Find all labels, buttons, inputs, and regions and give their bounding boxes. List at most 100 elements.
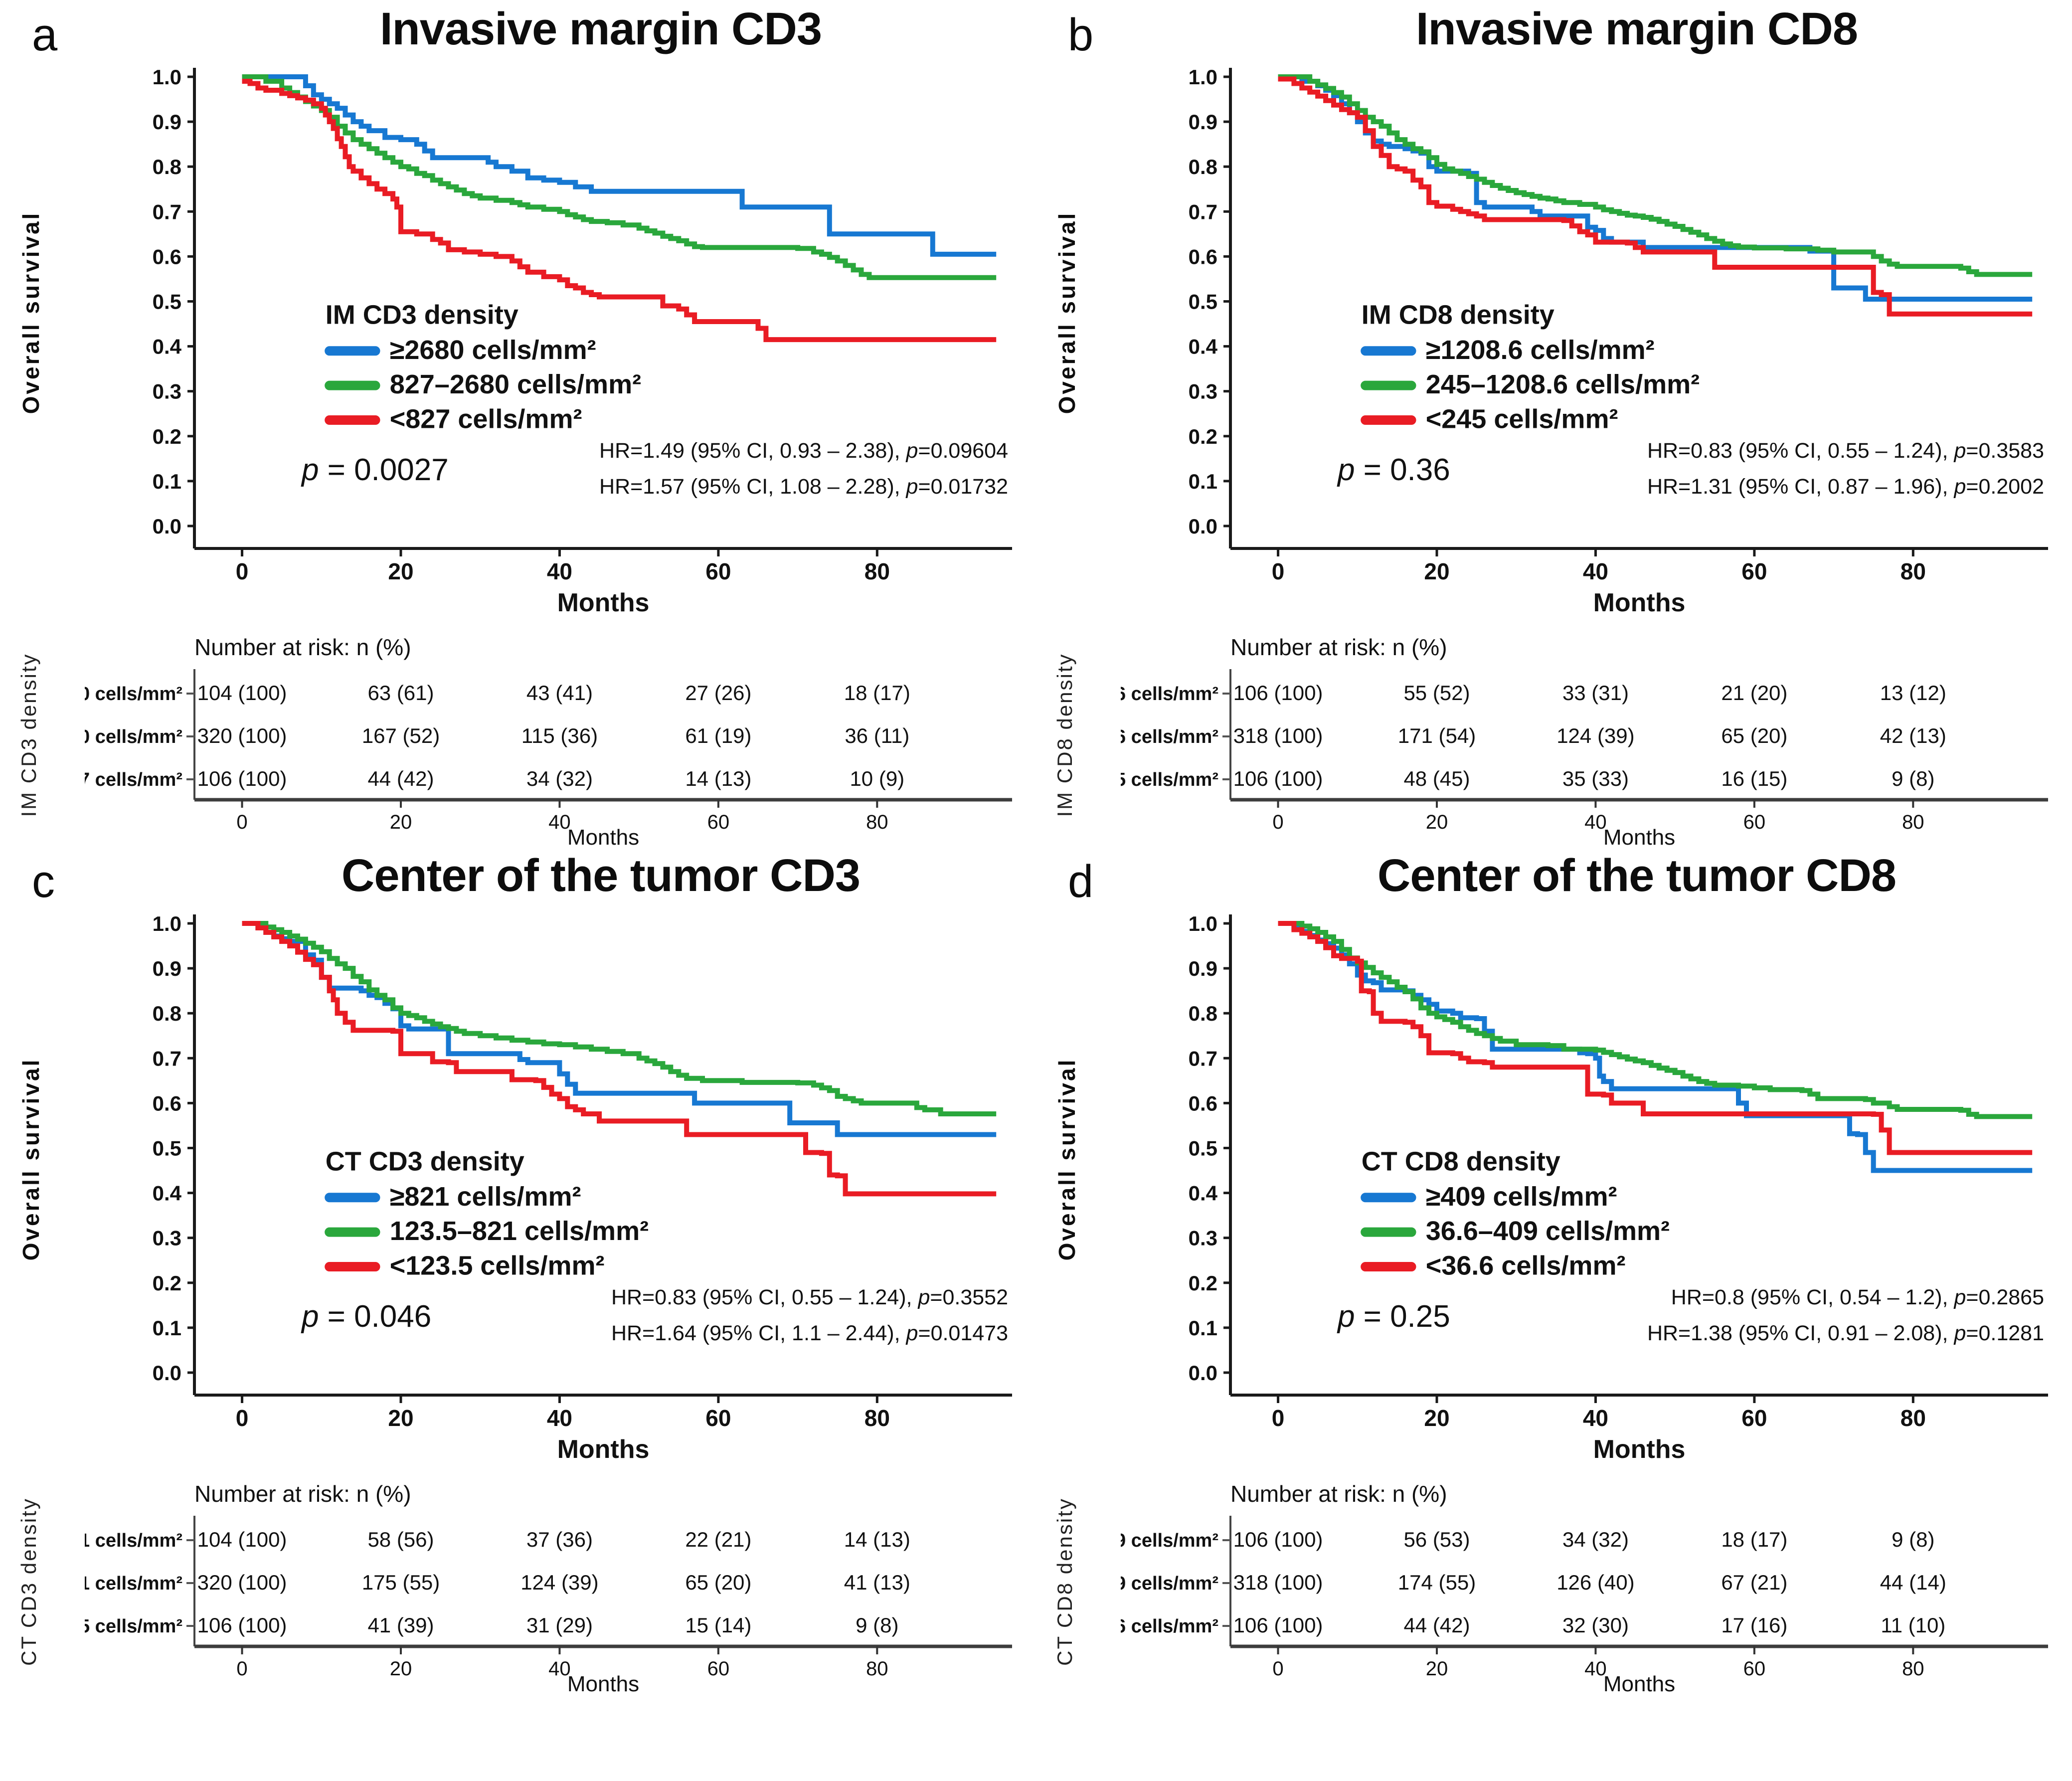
risk-x-tick-label: 0 [236, 811, 247, 833]
risk-count-cell: 10 (9) [850, 767, 904, 790]
y-tick-label: 0.0 [153, 515, 181, 538]
risk-x-tick-label: 80 [866, 811, 888, 833]
risk-count-cell: 320 (100) [197, 724, 287, 747]
risk-row-label: 36.6–409 cells/mm² [1121, 1573, 1218, 1594]
risk-count-cell: 126 (40) [1556, 1571, 1634, 1594]
risk-row-label: <123.5 cells/mm² [85, 1616, 182, 1637]
text-run: =0.2865 [1966, 1285, 2044, 1309]
risk-table-axis-label: CT CD3 density [17, 1497, 40, 1666]
y-tick-label: 0.8 [153, 155, 181, 178]
risk-x-tick-label: 40 [548, 811, 571, 833]
risk-x-tick-label: 0 [236, 1658, 247, 1680]
risk-row-label: 827–2680 cells/mm² [85, 726, 182, 747]
km-plot: 1.0 0.9 0.8 0.7 0.6 0.5 0.4 0.3 0.2 0.1 0.0 0 20 40 60… [153, 65, 1012, 617]
italic-p: p [1953, 475, 1966, 499]
km-figure: a Invasive margin CD3 Overall survival 1… [17, 0, 2072, 1693]
text-run: = 0.046 [319, 1299, 431, 1334]
panel-b: b Invasive margin CD8 Overall survival 1… [1036, 0, 2072, 847]
panel-letter: d [1068, 856, 1094, 907]
risk-count-cell: 34 (32) [1562, 1528, 1629, 1551]
hazard-ratio-line: HR=0.8 (95% CI, 0.54 – 1.2), p=0.2865 [1671, 1285, 2044, 1309]
km-curve-green [242, 74, 997, 280]
y-tick-label: 0.6 [153, 1091, 181, 1115]
km-curve-blue [1278, 921, 2033, 1173]
legend-label: 123.5–821 cells/mm² [390, 1216, 649, 1246]
y-tick-label: 0.5 [153, 290, 181, 313]
panel-title: Center of the tumor CD8 [1377, 850, 1897, 901]
risk-x-tick-label: 80 [866, 1658, 888, 1680]
panel-d: d Center of the tumor CD8 Overall surviv… [1036, 847, 2072, 1693]
x-tick-label: 20 [1424, 1405, 1449, 1431]
risk-x-tick-label: 20 [1426, 811, 1448, 833]
risk-x-tick-label: 80 [1902, 1658, 1924, 1680]
y-tick-label: 0.8 [1189, 155, 1217, 178]
risk-count-cell: 320 (100) [197, 1571, 287, 1594]
risk-count-cell: 106 (100) [1233, 1613, 1323, 1637]
text-run: =0.01473 [918, 1321, 1008, 1345]
y-tick-label: 0.4 [1189, 335, 1218, 358]
hazard-ratio-line: HR=1.64 (95% CI, 1.1 – 2.44), p=0.01473 [611, 1321, 1008, 1345]
risk-count-cell: 31 (29) [526, 1613, 593, 1637]
risk-count-cell: 106 (100) [197, 767, 287, 790]
risk-count-cell: 9 (8) [1892, 767, 1934, 790]
text-run: HR=1.64 (95% CI, 1.1 – 2.44), [611, 1321, 906, 1345]
legend-label: ≥2680 cells/mm² [390, 335, 596, 365]
italic-p: p [905, 439, 918, 463]
x-tick-label: 80 [1900, 558, 1926, 584]
text-run: =0.09604 [918, 439, 1008, 463]
y-tick-label: 0.2 [1189, 425, 1217, 448]
y-tick-label: 0.8 [1189, 1002, 1217, 1025]
panel-letter: a [32, 9, 58, 60]
risk-x-tick-label: 60 [1743, 1658, 1766, 1680]
risk-count-cell: 44 (42) [367, 767, 434, 790]
risk-x-tick-label: 20 [1426, 1658, 1448, 1680]
risk-count-cell: 18 (17) [1721, 1528, 1787, 1551]
risk-count-cell: 174 (55) [1398, 1571, 1476, 1594]
x-tick-label: 80 [864, 1405, 890, 1431]
hazard-ratio-line: HR=1.31 (95% CI, 0.87 – 1.96), p=0.2002 [1647, 475, 2044, 499]
y-tick-label: 0.8 [153, 1002, 181, 1025]
risk-table-header: Number at risk: n (%) [194, 634, 411, 660]
y-tick-label: 0.3 [153, 1227, 181, 1250]
km-curve-green [1278, 921, 2033, 1119]
risk-count-cell: 18 (17) [844, 681, 910, 705]
italic-p: p [1953, 439, 1966, 463]
y-tick-label: 0.5 [153, 1136, 181, 1160]
y-tick-label: 0.7 [153, 1047, 181, 1070]
risk-count-cell: 63 (61) [367, 681, 434, 705]
y-tick-label: 1.0 [153, 65, 181, 89]
text-run: HR=0.83 (95% CI, 0.55 – 1.24), [611, 1285, 918, 1309]
risk-count-cell: 15 (14) [685, 1613, 751, 1637]
risk-count-cell: 65 (20) [1721, 724, 1787, 747]
risk-count-cell: 41 (13) [844, 1571, 910, 1594]
risk-count-cell: 35 (33) [1562, 767, 1629, 790]
risk-count-cell: 55 (52) [1403, 681, 1470, 705]
x-tick-label: 20 [1424, 558, 1449, 584]
y-tick-label: 1.0 [153, 912, 181, 935]
y-tick-label: 0.5 [1189, 290, 1217, 313]
y-tick-label: 0.4 [153, 335, 182, 358]
risk-count-cell: 106 (100) [1233, 767, 1323, 790]
legend-label: <827 cells/mm² [390, 404, 582, 434]
risk-count-cell: 9 (8) [856, 1613, 898, 1637]
risk-row-label: 123.5–821 cells/mm² [85, 1573, 182, 1594]
x-tick-label: 60 [705, 558, 731, 584]
km-curve-red [1278, 921, 2033, 1155]
italic-p: p [905, 1321, 918, 1345]
risk-count-cell: 318 (100) [1233, 1571, 1323, 1594]
km-curve-red [242, 79, 997, 343]
km-curve-red [1278, 76, 2033, 317]
x-tick-label: 60 [1741, 1405, 1767, 1431]
risk-x-tick-label: 60 [707, 811, 730, 833]
legend-label: ≥821 cells/mm² [390, 1182, 581, 1212]
risk-count-cell: 22 (21) [685, 1528, 751, 1551]
y-tick-label: 0.3 [1189, 1227, 1217, 1250]
legend-label: <36.6 cells/mm² [1426, 1251, 1626, 1281]
legend-label: <123.5 cells/mm² [390, 1251, 605, 1281]
risk-x-tick-label: 40 [1584, 811, 1607, 833]
risk-count-cell: 106 (100) [197, 1613, 287, 1637]
risk-x-axis-title: Months [567, 1672, 639, 1693]
risk-row-label: <827 cells/mm² [85, 769, 182, 790]
panel-title: Invasive margin CD8 [1415, 3, 1858, 54]
risk-x-axis-title: Months [1603, 1672, 1675, 1693]
